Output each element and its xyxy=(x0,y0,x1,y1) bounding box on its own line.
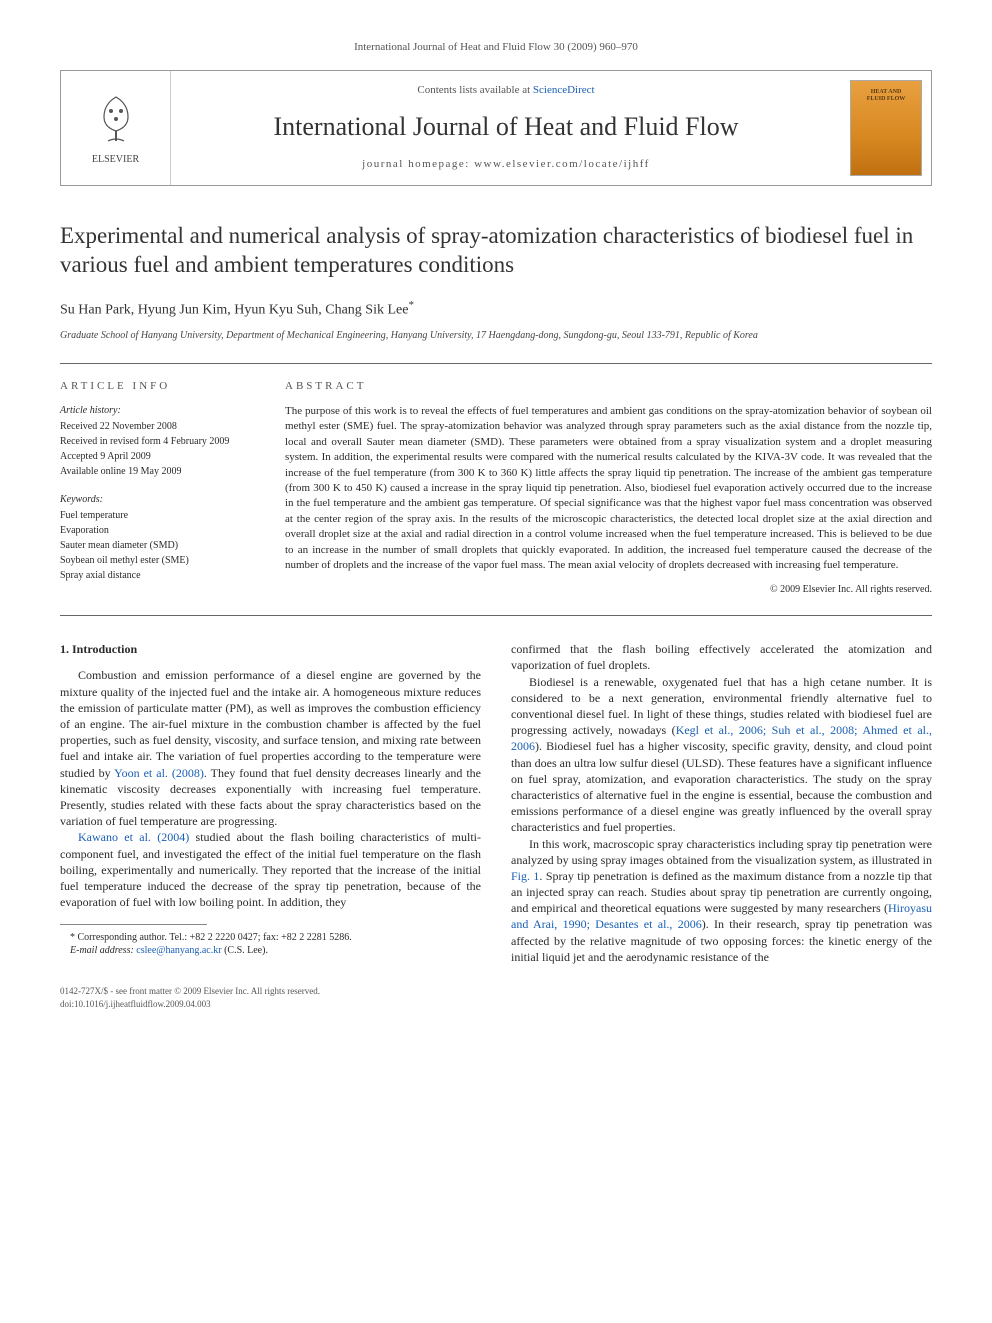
history-label: Article history: xyxy=(60,404,260,418)
publisher-logo-block: ELSEVIER xyxy=(61,71,171,184)
footnote-line1: * Corresponding author. Tel.: +82 2 2220… xyxy=(60,931,481,944)
footer-issn: 0142-727X/$ - see front matter © 2009 El… xyxy=(60,985,320,998)
keyword-4: Spray axial distance xyxy=(60,569,260,583)
journal-banner: ELSEVIER Contents lists available at Sci… xyxy=(60,70,932,185)
journal-cover-icon: HEAT AND FLUID FLOW xyxy=(850,80,922,176)
contents-prefix: Contents lists available at xyxy=(417,84,532,96)
footnote-email-link[interactable]: cslee@hanyang.ac.kr xyxy=(136,945,221,956)
corresponding-marker: * xyxy=(408,299,414,311)
authors: Su Han Park, Hyung Jun Kim, Hyun Kyu Suh… xyxy=(60,298,932,320)
col2-p3b: . Spray tip penetration is defined as th… xyxy=(511,869,932,915)
affiliation: Graduate School of Hanyang University, D… xyxy=(60,329,932,343)
article-info-heading: ARTICLE INFO xyxy=(60,379,260,394)
col2-p3a: In this work, macroscopic spray characte… xyxy=(511,837,932,867)
abstract-heading: ABSTRACT xyxy=(285,379,932,394)
cover-line1: HEAT AND xyxy=(871,89,902,96)
cover-line2: FLUID FLOW xyxy=(867,96,906,103)
abstract-column: ABSTRACT The purpose of this work is to … xyxy=(285,379,932,598)
intro-p2: Kawano et al. (2004) studied about the f… xyxy=(60,829,481,910)
elsevier-tree-icon xyxy=(86,89,146,149)
history-revised: Received in revised form 4 February 2009 xyxy=(60,435,260,449)
sciencedirect-link[interactable]: ScienceDirect xyxy=(533,84,595,96)
body-columns: 1. Introduction Combustion and emission … xyxy=(60,641,932,965)
keyword-3: Soybean oil methyl ester (SME) xyxy=(60,554,260,568)
contents-available: Contents lists available at ScienceDirec… xyxy=(181,83,831,98)
ref-fig1[interactable]: Fig. 1 xyxy=(511,869,539,883)
col2-p2: Biodiesel is a renewable, oxygenated fue… xyxy=(511,674,932,836)
footer-left: 0142-727X/$ - see front matter © 2009 El… xyxy=(60,985,320,1010)
journal-title: International Journal of Heat and Fluid … xyxy=(181,109,831,145)
column-left: 1. Introduction Combustion and emission … xyxy=(60,641,481,965)
ref-yoon-2008[interactable]: Yoon et al. (2008) xyxy=(114,766,204,780)
article-title: Experimental and numerical analysis of s… xyxy=(60,221,932,281)
banner-center: Contents lists available at ScienceDirec… xyxy=(171,71,841,184)
page-footer: 0142-727X/$ - see front matter © 2009 El… xyxy=(60,985,932,1010)
history-accepted: Accepted 9 April 2009 xyxy=(60,450,260,464)
publisher-name: ELSEVIER xyxy=(92,153,139,167)
footnote-separator xyxy=(60,924,207,925)
footer-doi: doi:10.1016/j.ijheatfluidflow.2009.04.00… xyxy=(60,998,320,1011)
keyword-2: Sauter mean diameter (SMD) xyxy=(60,539,260,553)
keyword-0: Fuel temperature xyxy=(60,509,260,523)
history-received: Received 22 November 2008 xyxy=(60,420,260,434)
intro-p1: Combustion and emission performance of a… xyxy=(60,667,481,829)
article-info: ARTICLE INFO Article history: Received 2… xyxy=(60,379,260,598)
history-online: Available online 19 May 2009 xyxy=(60,465,260,479)
footnote-line2: E-mail address: cslee@hanyang.ac.kr (C.S… xyxy=(60,944,481,957)
homepage-url: www.elsevier.com/locate/ijhff xyxy=(474,158,650,170)
keywords-label: Keywords: xyxy=(60,493,260,507)
abstract-copyright: © 2009 Elsevier Inc. All rights reserved… xyxy=(285,583,932,597)
corresponding-footnote: * Corresponding author. Tel.: +82 2 2220… xyxy=(60,931,481,957)
footnote-email-label: E-mail address: xyxy=(70,945,136,956)
keyword-1: Evaporation xyxy=(60,524,260,538)
journal-homepage: journal homepage: www.elsevier.com/locat… xyxy=(181,157,831,172)
info-abstract-row: ARTICLE INFO Article history: Received 2… xyxy=(60,363,932,617)
col2-p2b: ). Biodiesel fuel has a higher viscosity… xyxy=(511,739,932,834)
abstract-text: The purpose of this work is to reveal th… xyxy=(285,404,932,573)
footnote-email-suffix: (C.S. Lee). xyxy=(222,945,268,956)
running-header: International Journal of Heat and Fluid … xyxy=(60,40,932,55)
journal-cover-block: HEAT AND FLUID FLOW xyxy=(841,71,931,184)
homepage-prefix: journal homepage: xyxy=(362,158,474,170)
column-right: confirmed that the flash boiling effecti… xyxy=(511,641,932,965)
authors-list: Su Han Park, Hyung Jun Kim, Hyun Kyu Suh… xyxy=(60,303,408,318)
col2-p3: In this work, macroscopic spray characte… xyxy=(511,836,932,966)
col2-p1: confirmed that the flash boiling effecti… xyxy=(511,641,932,673)
intro-p1a: Combustion and emission performance of a… xyxy=(60,668,481,779)
ref-kawano-2004[interactable]: Kawano et al. (2004) xyxy=(78,830,189,844)
intro-heading: 1. Introduction xyxy=(60,641,481,657)
